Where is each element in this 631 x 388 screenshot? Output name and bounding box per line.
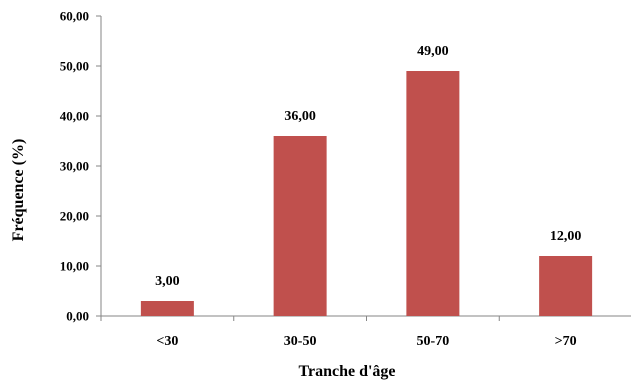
x-tick-label: >70: [555, 334, 577, 349]
y-tick-label: 40,00: [60, 109, 89, 124]
data-label: 49,00: [417, 44, 449, 59]
y-tick-label: 60,00: [60, 9, 89, 24]
y-tick-label: 50,00: [60, 59, 89, 74]
bar: [406, 71, 460, 316]
y-tick-label: 0,00: [66, 309, 89, 324]
y-axis-title: Fréquence (%): [10, 139, 27, 242]
data-label: 36,00: [284, 109, 316, 124]
y-tick-label: 30,00: [60, 159, 89, 174]
y-tick-label: 20,00: [60, 209, 89, 224]
x-axis-title: Tranche d'âge: [298, 363, 395, 380]
bar: [273, 136, 327, 316]
bar: [140, 301, 194, 316]
x-tick-label: <30: [156, 334, 178, 349]
x-tick-label: 30-50: [284, 334, 317, 349]
data-label: 3,00: [155, 274, 180, 289]
data-label: 12,00: [550, 229, 582, 244]
bar: [539, 256, 593, 316]
x-tick-label: 50-70: [417, 334, 450, 349]
labels: 0,00 10,00 20,00 30,00 40,00 50,00 60,00 3,00 <3…: [60, 9, 582, 350]
bars: [140, 71, 593, 316]
y-tick-label: 10,00: [60, 259, 89, 274]
